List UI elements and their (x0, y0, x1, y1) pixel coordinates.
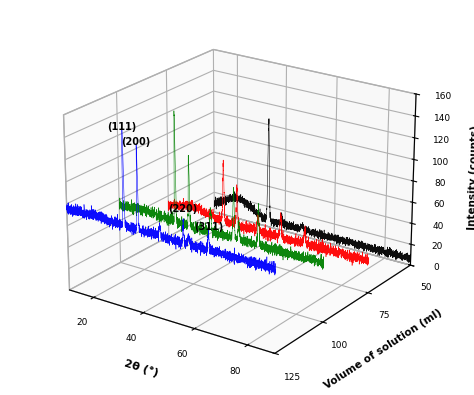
Y-axis label: Volume of solution (ml): Volume of solution (ml) (323, 307, 444, 391)
X-axis label: 2θ (°): 2θ (°) (123, 359, 160, 378)
